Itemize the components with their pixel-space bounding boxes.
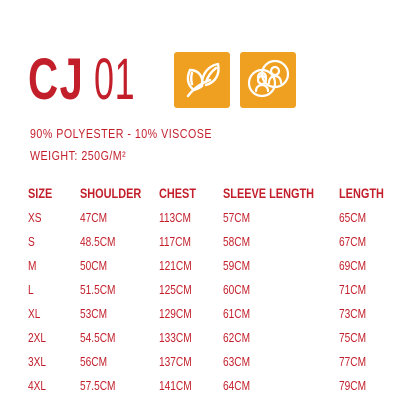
cell-length: 79CM	[339, 377, 367, 393]
cell-sleeve-length: 64CM	[222, 377, 250, 393]
table-row: XS 47CM 113CM 57CM 65CM	[28, 205, 409, 229]
table-row: XL 53CM 129CM 61CM 73CM	[28, 301, 409, 325]
cell-chest: 133CM	[158, 329, 192, 345]
cell-sleeve-length: 57CM	[222, 209, 250, 225]
cell-size: L	[28, 281, 34, 297]
size-chart-body: XS 47CM 113CM 57CM 65CM S 48.5CM 117CM 58CM 67CM M…	[28, 205, 409, 397]
product-code-number: 01	[94, 47, 136, 112]
weight-text: WEIGHT: 250G/M²	[30, 148, 127, 163]
cell-size: XS	[28, 209, 42, 225]
header-chest: CHEST	[158, 185, 196, 201]
cell-sleeve-length: 61CM	[222, 305, 250, 321]
product-code-prefix: CJ	[28, 47, 85, 112]
cell-shoulder: 51.5CM	[80, 281, 116, 297]
cell-shoulder: 53CM	[80, 305, 108, 321]
cell-chest: 141CM	[158, 377, 192, 393]
cell-length: 75CM	[339, 329, 367, 345]
cell-chest: 137CM	[158, 353, 192, 369]
header-size: SIZE	[28, 185, 53, 201]
cell-length: 67CM	[339, 233, 367, 249]
cell-length: 71CM	[339, 281, 367, 297]
header-sleeve-length: SLEEVE LENGTH	[222, 185, 314, 201]
cell-sleeve-length: 62CM	[222, 329, 250, 345]
cell-size: M	[28, 257, 37, 273]
table-row: 2XL 54.5CM 133CM 62CM 75CM	[28, 325, 409, 349]
eco-leaves-icon	[174, 52, 230, 108]
cell-size: 3XL	[28, 353, 47, 369]
cell-shoulder: 57.5CM	[80, 377, 116, 393]
cell-sleeve-length: 60CM	[222, 281, 250, 297]
header-shoulder: SHOULDER	[80, 185, 142, 201]
cell-length: 69CM	[339, 257, 367, 273]
table-row: S 48.5CM 117CM 58CM 67CM	[28, 229, 409, 253]
cell-length: 65CM	[339, 209, 367, 225]
feature-icons	[174, 52, 296, 108]
cell-shoulder: 56CM	[80, 353, 108, 369]
cell-shoulder: 54.5CM	[80, 329, 116, 345]
cell-shoulder: 50CM	[80, 257, 108, 273]
product-title: CJ 01	[28, 50, 144, 110]
cell-sleeve-length: 59CM	[222, 257, 250, 273]
header-length: LENGTH	[339, 185, 385, 201]
cell-chest: 125CM	[158, 281, 192, 297]
composition-text: 90% POLYESTER - 10% VISCOSE	[30, 126, 212, 141]
cell-size: S	[28, 233, 35, 249]
cell-chest: 117CM	[158, 233, 191, 249]
cell-shoulder: 48.5CM	[80, 233, 116, 249]
table-row: 4XL 57.5CM 141CM 64CM 79CM	[28, 373, 409, 397]
cell-length: 73CM	[339, 305, 367, 321]
size-chart-header-row: SIZE SHOULDER CHEST SLEEVE LENGTH LENGTH	[28, 181, 409, 205]
cell-sleeve-length: 58CM	[222, 233, 250, 249]
women-men-icon	[240, 52, 296, 108]
table-row: L 51.5CM 125CM 60CM 71CM	[28, 277, 409, 301]
cell-size: 4XL	[28, 377, 47, 393]
cell-size: 2XL	[28, 329, 47, 345]
cell-shoulder: 47CM	[80, 209, 108, 225]
table-row: 3XL 56CM 137CM 63CM 77CM	[28, 349, 409, 373]
cell-chest: 129CM	[158, 305, 192, 321]
cell-chest: 113CM	[158, 209, 191, 225]
table-row: M 50CM 121CM 59CM 69CM	[28, 253, 409, 277]
cell-sleeve-length: 63CM	[222, 353, 250, 369]
cell-chest: 121CM	[158, 257, 192, 273]
cell-length: 77CM	[339, 353, 367, 369]
cell-size: XL	[28, 305, 41, 321]
size-chart-table: SIZE SHOULDER CHEST SLEEVE LENGTH LENGTH…	[28, 181, 409, 397]
